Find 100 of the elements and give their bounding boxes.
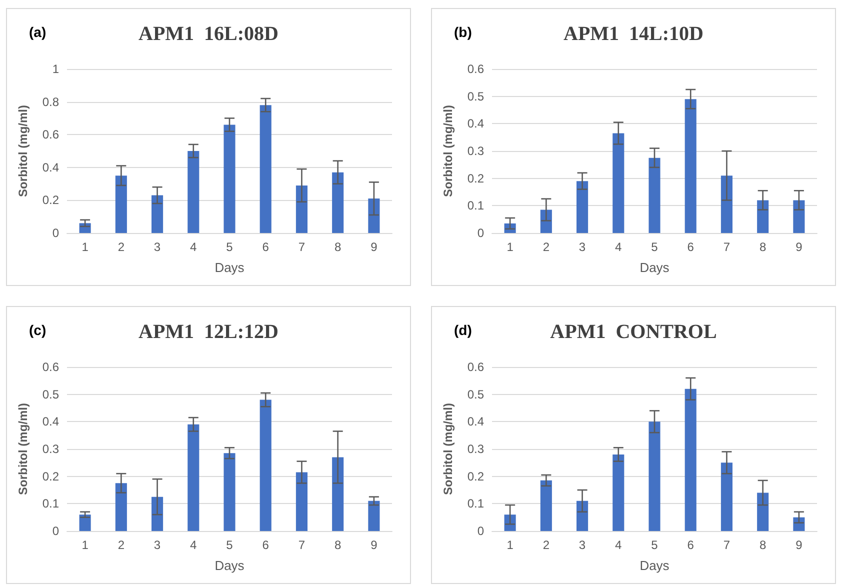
x-axis-title: Days	[640, 558, 670, 573]
x-tick-label: 2	[118, 240, 125, 254]
y-tick-label: 0.6	[467, 360, 484, 374]
bar	[332, 457, 344, 531]
bar	[115, 176, 127, 233]
y-tick-label: 0.1	[467, 496, 484, 511]
bar	[368, 500, 380, 531]
x-tick-label: 8	[759, 240, 766, 254]
x-axis-title: Days	[640, 260, 670, 275]
x-tick-label: 1	[506, 538, 514, 552]
x-tick-label: 1	[82, 538, 89, 552]
x-tick-label: 4	[615, 538, 622, 552]
bar	[224, 124, 236, 233]
chart-title: APM1 16L:08D	[138, 23, 278, 45]
bar	[576, 500, 588, 531]
x-tick-label: 3	[154, 240, 161, 254]
y-tick-label: 0.6	[42, 128, 60, 142]
y-tick-label: 0.5	[467, 387, 484, 402]
y-tick-label: 0	[477, 226, 484, 240]
bar	[260, 400, 272, 531]
x-tick-label: 4	[190, 538, 198, 552]
x-tick-label: 5	[651, 240, 658, 254]
bar	[115, 483, 127, 531]
x-tick-label: 9	[370, 538, 378, 552]
y-tick-label: 0.6	[467, 62, 484, 76]
bar	[296, 472, 308, 531]
x-tick-label: 3	[578, 538, 586, 552]
y-tick-label: 0.8	[42, 94, 60, 109]
bar	[612, 133, 624, 233]
x-tick-label: 2	[118, 538, 125, 552]
x-tick-label: 6	[687, 538, 694, 552]
bar	[684, 388, 696, 531]
chart-title: APM1 CONTROL	[550, 321, 717, 343]
y-tick-label: 0.4	[42, 414, 60, 429]
bar	[612, 454, 624, 531]
x-tick-label: 2	[542, 538, 550, 552]
text: (c)	[29, 322, 46, 338]
bar	[540, 480, 552, 531]
bar	[757, 200, 769, 233]
x-tick-label: 5	[651, 538, 658, 552]
bar	[757, 492, 769, 531]
y-axis-title: Sorbitol (mg/ml)	[16, 105, 30, 197]
bar	[296, 185, 308, 233]
y-tick-label: 0.5	[42, 387, 60, 402]
bar	[79, 514, 91, 531]
x-tick-label: 7	[723, 240, 730, 254]
x-tick-label: 7	[298, 538, 306, 552]
x-tick-label: 8	[334, 240, 342, 254]
y-tick-label: 0.2	[42, 469, 60, 484]
y-axis-title: Sorbitol (mg/ml)	[16, 403, 30, 495]
bar	[793, 200, 805, 233]
y-tick-label: 0.6	[42, 360, 60, 374]
y-tick-label: 0.1	[42, 496, 60, 511]
y-tick-label: 0.1	[467, 198, 484, 213]
y-tick-label: 0.3	[467, 144, 484, 158]
bar	[152, 195, 164, 233]
chart-title: APM1 12L:12D	[138, 321, 278, 343]
text: (d)	[454, 322, 472, 338]
x-tick-label: 5	[226, 240, 234, 254]
bar	[368, 198, 380, 233]
bar	[720, 462, 732, 531]
text: (a)	[29, 24, 46, 40]
x-tick-label: 6	[687, 240, 694, 254]
bar	[224, 453, 236, 531]
y-tick-label: 0	[52, 226, 60, 240]
y-tick-label: 0.5	[467, 89, 484, 104]
x-tick-label: 3	[154, 538, 161, 552]
y-tick-label: 0.2	[467, 469, 484, 484]
x-tick-label: 3	[578, 240, 586, 254]
y-tick-label: 0.2	[467, 171, 484, 186]
y-tick-label: 0.4	[467, 116, 484, 131]
x-tick-label: 8	[334, 538, 342, 552]
bar	[684, 99, 696, 233]
text: (b)	[454, 24, 472, 40]
y-tick-label: 0.3	[42, 442, 60, 456]
x-tick-label: 1	[82, 240, 89, 254]
bar	[576, 181, 588, 233]
x-tick-label: 7	[298, 240, 306, 254]
x-tick-label: 5	[226, 538, 234, 552]
x-tick-label: 1	[506, 240, 514, 254]
bar	[720, 176, 732, 233]
x-tick-label: 2	[542, 240, 550, 254]
y-tick-label: 0.4	[42, 160, 60, 174]
y-tick-label: 0	[477, 524, 484, 538]
x-axis-title: Days	[214, 558, 245, 573]
bar	[648, 422, 660, 531]
chart-title: APM1 14L:10D	[564, 23, 704, 45]
x-tick-label: 6	[262, 240, 270, 254]
bar	[648, 158, 660, 233]
y-tick-label: 0.2	[42, 193, 60, 208]
x-axis-title: Days	[214, 260, 245, 275]
bar	[260, 105, 272, 233]
x-tick-label: 4	[190, 240, 198, 254]
y-tick-label: 0	[52, 524, 60, 538]
bar	[188, 151, 200, 233]
y-tick-label: 1	[52, 62, 60, 76]
x-tick-label: 9	[370, 240, 378, 254]
y-axis-title: Sorbitol (mg/ml)	[441, 403, 455, 495]
x-tick-label: 4	[615, 240, 622, 254]
y-axis-title: Sorbitol (mg/ml)	[441, 105, 455, 197]
